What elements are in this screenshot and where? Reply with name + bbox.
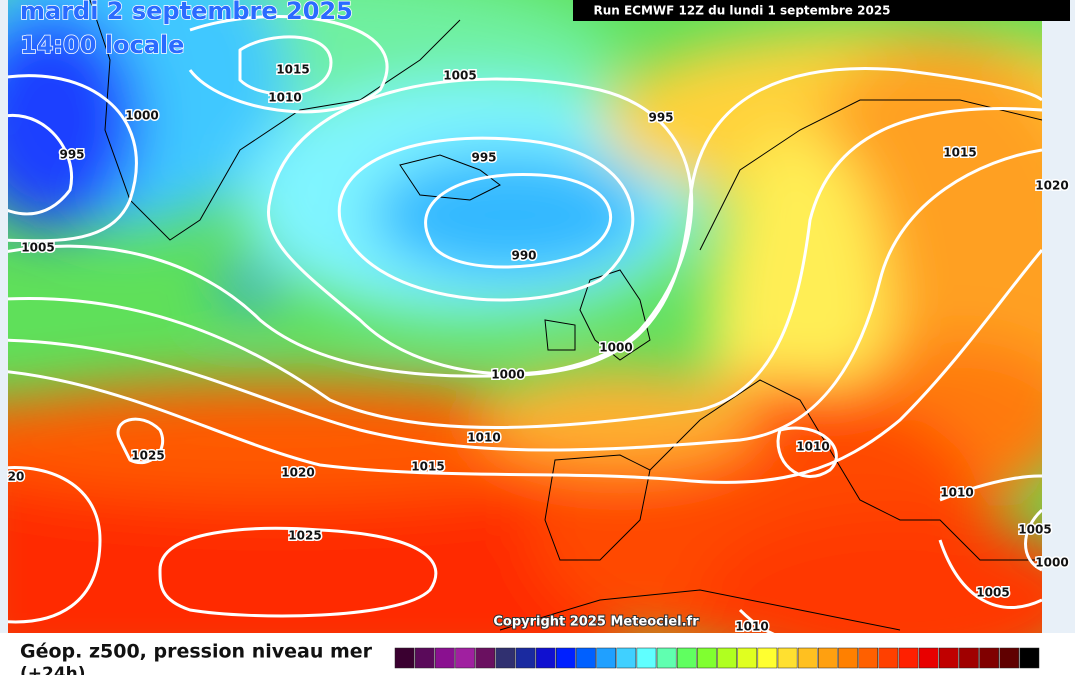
scale-swatch bbox=[918, 647, 939, 669]
scale-swatch bbox=[797, 647, 818, 669]
isobar-label: 1010 bbox=[268, 91, 301, 105]
scale-swatch bbox=[616, 647, 637, 669]
isobar-label: 1025 bbox=[131, 449, 164, 463]
isobars bbox=[8, 15, 1042, 633]
scale-swatch bbox=[959, 647, 979, 669]
run-banner bbox=[573, 0, 1070, 21]
isobar-label: 1005 bbox=[443, 69, 476, 83]
scale-swatch bbox=[777, 647, 798, 669]
scale-swatch bbox=[999, 647, 1020, 669]
scale-swatch bbox=[838, 647, 858, 669]
scale-swatch bbox=[979, 647, 999, 669]
isobar-label: 990 bbox=[511, 249, 536, 263]
isobar-label: 1010 bbox=[735, 620, 768, 634]
scale-swatch bbox=[435, 647, 455, 669]
scale-swatch bbox=[818, 647, 838, 669]
scale-swatch bbox=[676, 647, 697, 669]
isobar-label: 1005 bbox=[1018, 523, 1051, 537]
color-scale bbox=[394, 647, 1040, 669]
scale-swatch bbox=[394, 647, 415, 669]
scale-swatch bbox=[556, 647, 576, 669]
legend-title: Géop. z500, pression niveau mer bbox=[20, 641, 373, 663]
isobar-labels: 1015 1010 1005 1000 995 995 995 1015 1020 1005 990… bbox=[6, 61, 1070, 635]
scale-swatch bbox=[697, 647, 717, 669]
forecast-date: mardi 2 septembre 2025 bbox=[20, 0, 353, 25]
isobar-label: 1010 bbox=[940, 486, 973, 500]
scale-swatch bbox=[717, 647, 737, 669]
scale-swatch bbox=[515, 647, 536, 669]
isobar-label: 1000 bbox=[1035, 556, 1068, 570]
isobar-label: 1000 bbox=[491, 368, 524, 382]
isobar-label: 1020 bbox=[1035, 179, 1068, 193]
scale-swatch bbox=[535, 647, 556, 669]
isobar-label: 1025 bbox=[288, 529, 321, 543]
coastlines bbox=[89, 0, 1042, 631]
isobar-label: 20 bbox=[8, 470, 25, 484]
scale-swatch bbox=[475, 647, 496, 669]
scale-swatch bbox=[455, 647, 475, 669]
scale-swatch bbox=[495, 647, 516, 669]
scale-swatch bbox=[656, 647, 677, 669]
isobar-label: 1000 bbox=[125, 109, 158, 123]
scale-swatch bbox=[858, 647, 878, 669]
isobar-label: 1005 bbox=[976, 586, 1009, 600]
scale-swatch bbox=[757, 647, 778, 669]
isobar-label: 1020 bbox=[281, 466, 314, 480]
run-info: Run ECMWF 12Z du lundi 1 septembre 2025 bbox=[593, 4, 890, 18]
legend-subtitle: (+24h) bbox=[20, 664, 86, 675]
isobar-label: 1015 bbox=[943, 146, 976, 160]
isobar-label: 1015 bbox=[276, 63, 309, 77]
scale-swatch bbox=[878, 647, 899, 669]
isobar-label: 1000 bbox=[599, 341, 632, 355]
isobar-label: 1010 bbox=[467, 431, 500, 445]
scale-swatch bbox=[636, 647, 657, 669]
isobar-label: 995 bbox=[648, 111, 673, 125]
isobar-label: 1015 bbox=[411, 460, 444, 474]
isobar-label: 995 bbox=[471, 151, 496, 165]
isobar-label: 995 bbox=[59, 148, 84, 162]
copyright: Copyright 2025 Meteociel.fr bbox=[493, 615, 699, 630]
scale-swatch bbox=[1019, 647, 1040, 669]
scale-swatch bbox=[414, 647, 435, 669]
scale-swatch bbox=[576, 647, 596, 669]
scale-swatch bbox=[898, 647, 919, 669]
forecast-time: 14:00 locale bbox=[20, 31, 184, 59]
scale-swatch bbox=[737, 647, 758, 669]
scale-swatch bbox=[596, 647, 616, 669]
isobar-label: 1005 bbox=[21, 241, 54, 255]
isobar-label: 1010 bbox=[796, 440, 829, 454]
scale-swatch bbox=[938, 647, 959, 669]
